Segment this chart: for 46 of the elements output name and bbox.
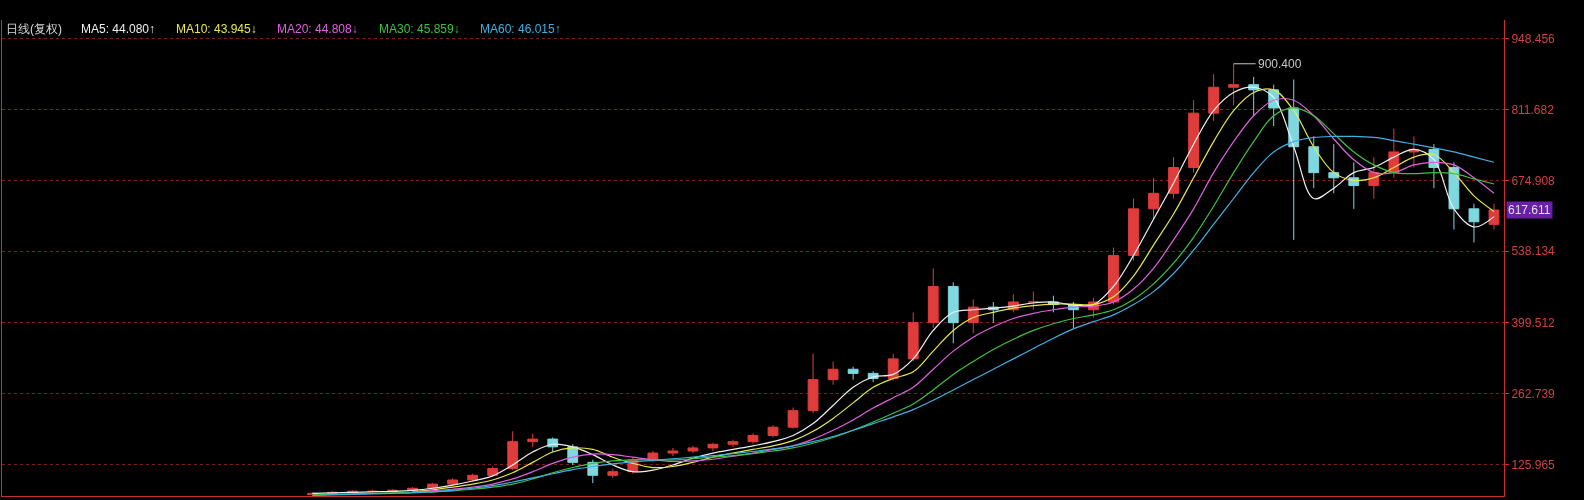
- candlestick: [1448, 161, 1460, 231]
- candlestick: [607, 468, 619, 479]
- candlestick: [1108, 247, 1119, 306]
- candlestick: [827, 360, 839, 386]
- candlestick: [1148, 177, 1159, 220]
- candlestick: [1188, 99, 1199, 174]
- candlestick: [507, 430, 519, 471]
- candlestick: [1128, 198, 1139, 262]
- text: MA5: 44.080↑: [81, 22, 156, 36]
- candlestick: [527, 433, 539, 448]
- y-tick-label: 262.739: [1511, 386, 1556, 401]
- candlestick: [1228, 63, 1240, 106]
- candlestick: [1168, 156, 1179, 199]
- candlestick: [667, 447, 679, 457]
- candlestick: [447, 477, 459, 486]
- candlestick: [907, 311, 919, 362]
- candlestick: [927, 267, 939, 329]
- y-tick-label: 125.965: [1511, 457, 1556, 472]
- y-tick-label: 538.134: [1511, 244, 1556, 259]
- candlestick: [807, 353, 819, 414]
- candlestick: [1208, 73, 1220, 122]
- annotation: 900.400: [1258, 57, 1302, 71]
- candlestick: [767, 424, 779, 439]
- text: MA60: 46.015↑: [480, 22, 561, 36]
- candlestick: [707, 442, 719, 452]
- y-tick-label: 399.512: [1511, 316, 1556, 331]
- chart-title: 日线(复权): [6, 22, 62, 36]
- candlestick: [1348, 161, 1360, 210]
- candlestick: [1488, 203, 1500, 231]
- text: MA30: 45.859↓: [379, 22, 460, 36]
- text: 617.611: [1508, 203, 1551, 217]
- y-tick-label: 948.456: [1511, 32, 1556, 47]
- candlestick: [687, 445, 699, 454]
- candlestick: [1468, 203, 1480, 243]
- candlestick: [1027, 291, 1039, 311]
- y-tick-label: 674.908: [1511, 173, 1556, 188]
- text: MA10: 43.945↓: [176, 22, 257, 36]
- candlestick: [747, 432, 759, 445]
- candlestick: [1308, 135, 1320, 189]
- candlestick: [947, 281, 959, 344]
- text: MA20: 44.808↓: [277, 22, 358, 36]
- candlestick: [727, 439, 739, 448]
- candlestick: [1328, 143, 1340, 194]
- candlestick: [787, 407, 799, 430]
- candlestick: [847, 366, 859, 381]
- y-tick-label: 811.682: [1511, 102, 1555, 117]
